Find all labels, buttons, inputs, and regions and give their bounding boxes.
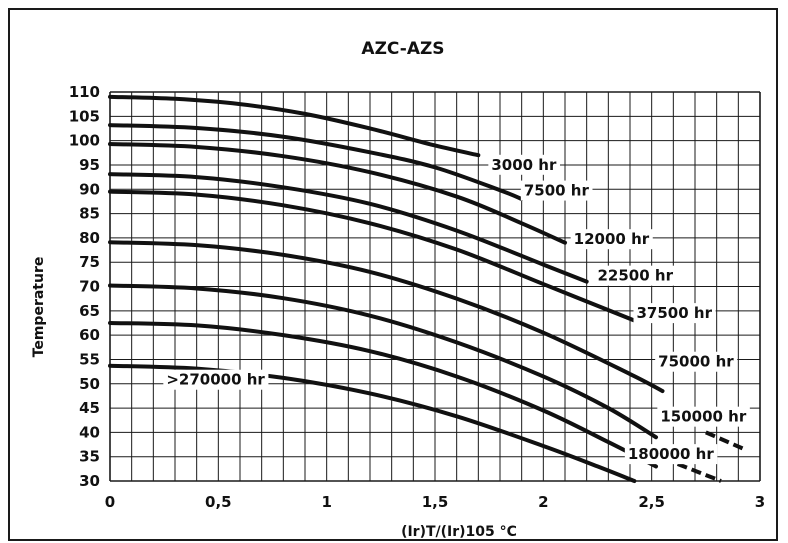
chart-title: AZC-AZS [361, 39, 444, 59]
y-tick-label: 55 [79, 350, 100, 368]
y-tick-label: 50 [79, 375, 100, 393]
y-tick-label: 60 [79, 326, 100, 344]
y-axis-label: Temperature [31, 257, 47, 358]
curve-label-bg [594, 265, 677, 286]
curve-label-text: 180000 hr [628, 445, 715, 463]
line-chart: 3000 hr 7500 hr 12000 hr 22500 hr 37500 hr 75… [31, 39, 765, 539]
curve-label-bg [624, 444, 718, 465]
curve-label-bg [520, 180, 593, 201]
y-tick-label: 65 [79, 302, 100, 320]
y-tick-label: 45 [79, 399, 100, 417]
x-tick-label: 2,5 [638, 493, 665, 511]
y-tick-label: 70 [79, 278, 100, 296]
curve-label-1: 7500 hr [520, 180, 593, 201]
curve-label-3: 22500 hr [594, 265, 677, 286]
curve-label-bg [633, 303, 716, 324]
curve-label-bg [570, 229, 653, 250]
x-tick-label: 2 [538, 493, 548, 511]
y-tick-label: 35 [79, 448, 100, 466]
curve-label-text: 22500 hr [598, 267, 674, 285]
series-tail-segment-1 [676, 462, 722, 483]
curve-label-text: >270000 hr [166, 371, 265, 389]
curve-label-7: 180000 hr [624, 444, 718, 465]
curve-label-8: >270000 hr [163, 369, 269, 390]
curve-label-text: 37500 hr [637, 304, 713, 322]
series-line-0 [108, 94, 481, 158]
curve-label-bg [163, 369, 269, 390]
series-line-4 [108, 189, 637, 323]
y-tick-label: 30 [79, 472, 100, 490]
curve-label-4: 37500 hr [633, 303, 716, 324]
series-tail-segment-0 [705, 430, 746, 452]
series-line-5 [108, 240, 665, 394]
curve-label-text: 75000 hr [658, 353, 734, 371]
curve-label-bg [657, 406, 750, 427]
y-tick-label: 95 [79, 156, 100, 174]
curve-label-bg [655, 351, 738, 372]
curve-label-text: 12000 hr [574, 230, 650, 248]
x-tick-label: 0 [105, 493, 115, 511]
chart-frame: 3000 hr 7500 hr 12000 hr 22500 hr 37500 hr 75… [8, 8, 778, 541]
series-line-6 [108, 283, 658, 440]
x-axis-label: (Ir)T/(Ir)105 °C [401, 524, 517, 539]
curve-label-text: 150000 hr [660, 408, 747, 426]
series-line-7 [108, 320, 658, 469]
y-tick-label: 80 [79, 229, 100, 247]
x-tick-label: 1,5 [422, 493, 449, 511]
y-tick-label: 85 [79, 205, 100, 223]
x-tick-label: 3 [755, 493, 765, 511]
curve-label-bg [488, 154, 560, 175]
y-tick-label: 100 [69, 132, 100, 150]
curve-label-text: 7500 hr [524, 182, 590, 200]
series-line-3 [108, 172, 589, 284]
x-tick-label: 0,5 [205, 493, 232, 511]
x-tick-label: 1 [321, 493, 331, 511]
y-tick-label: 40 [79, 423, 100, 441]
y-tick-label: 110 [69, 83, 100, 101]
y-tick-label: 75 [79, 253, 100, 271]
series-line-8 [108, 363, 637, 483]
curve-label-0: 3000 hr [488, 154, 560, 175]
curve-label-2: 12000 hr [570, 229, 653, 250]
series-line-1 [108, 123, 524, 201]
series-line-2 [108, 142, 567, 245]
y-tick-label: 90 [79, 180, 100, 198]
curve-label-5: 75000 hr [655, 351, 738, 372]
curve-label-6: 150000 hr [657, 406, 750, 427]
y-tick-label: 105 [69, 107, 100, 125]
curve-label-text: 3000 hr [491, 156, 557, 174]
